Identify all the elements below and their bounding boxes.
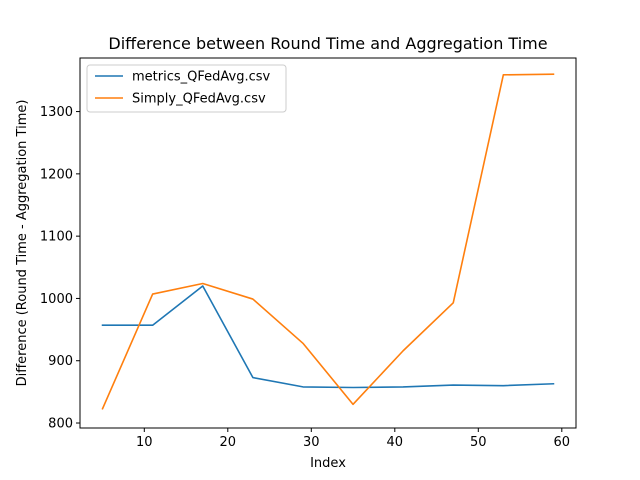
y-tick-label: 900: [48, 354, 73, 369]
series-line-2: [101, 73, 555, 410]
legend-label-1: metrics_QFedAvg.csv: [132, 70, 271, 85]
y-tick-label: 800: [48, 417, 73, 432]
legend-label-2: Simply_QFedAvg.csv: [132, 92, 266, 107]
y-tick-label: 1000: [40, 292, 73, 307]
x-tick-label: 60: [554, 435, 571, 450]
series-line-1: [101, 285, 555, 389]
y-tick-label: 1300: [40, 105, 73, 120]
x-tick-label: 40: [387, 435, 404, 450]
x-tick-label: 30: [303, 435, 320, 450]
x-tick-label: 20: [220, 435, 237, 450]
legend-box: [86, 64, 287, 113]
x-axis-label: Index: [310, 456, 346, 471]
chart-title: Difference between Round Time and Aggreg…: [108, 34, 547, 53]
axis-ticks: 10 20 30 40 50 60 800 900 1000 1100 1200 1300: [40, 105, 570, 450]
x-tick-label: 50: [470, 435, 487, 450]
x-tick-label: 10: [136, 435, 153, 450]
y-tick-label: 1100: [40, 230, 73, 245]
series-layer: [101, 73, 555, 410]
plot-area-frame: [79, 57, 577, 429]
y-tick-label: 1200: [40, 167, 73, 182]
y-axis-label: Difference (Round Time - Aggregation Tim…: [15, 100, 30, 387]
legend: metrics_QFedAvg.csv Simply_QFedAvg.csv: [86, 64, 287, 113]
